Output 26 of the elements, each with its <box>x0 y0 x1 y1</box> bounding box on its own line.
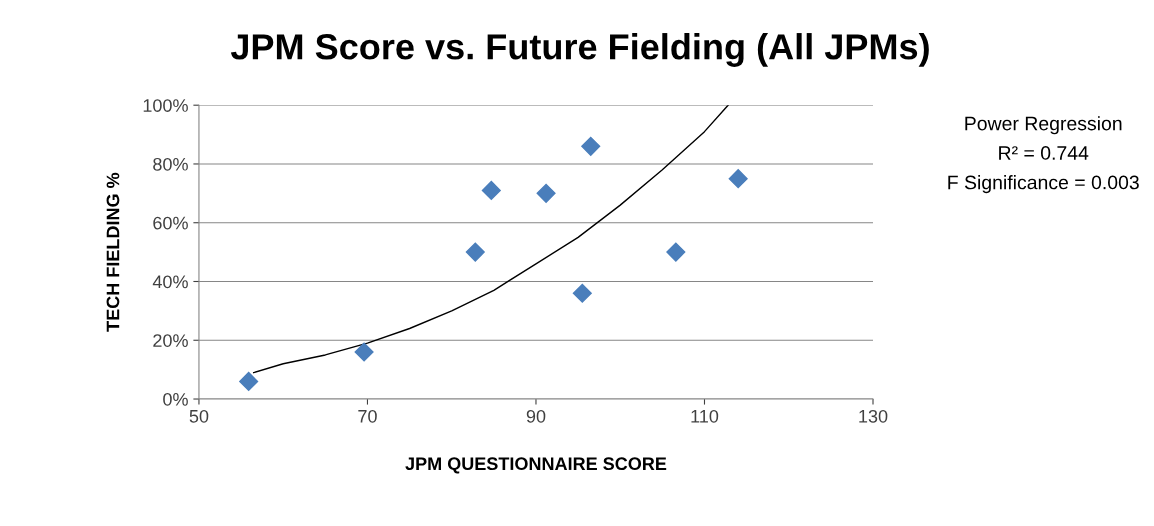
y-tick-label: 100% <box>143 99 188 112</box>
x-tick-label: 90 <box>526 409 546 423</box>
x-tick-label: 110 <box>691 409 719 423</box>
x-tick-label: 50 <box>189 409 209 423</box>
y-tick-label: 80% <box>153 157 188 171</box>
point <box>354 342 374 362</box>
point <box>728 169 748 189</box>
y-tick-label: 60% <box>153 216 188 230</box>
x-axis-title: JPM QUESTIONNAIRE SCORE <box>405 457 667 474</box>
point <box>666 242 686 262</box>
y-axis-title: TECH FIELDING % <box>106 172 120 332</box>
point <box>581 136 601 156</box>
y-tick-label: 20% <box>153 334 188 347</box>
x-tick-label: 70 <box>358 409 377 423</box>
point <box>465 242 485 262</box>
text: F Significance = 0.003 <box>948 175 1139 194</box>
x-tick-label: 130 <box>859 409 888 423</box>
text: Power Regression <box>965 116 1122 135</box>
y-tick-label: 40% <box>152 275 188 289</box>
y-tick-label: 0% <box>163 392 188 406</box>
point <box>481 180 501 200</box>
chart-title: JPM Score vs. Future Fielding (All JPMs) <box>230 33 929 67</box>
text: R² = 0.744 <box>999 146 1089 160</box>
point <box>572 283 592 303</box>
point <box>536 183 556 203</box>
point <box>239 371 259 391</box>
